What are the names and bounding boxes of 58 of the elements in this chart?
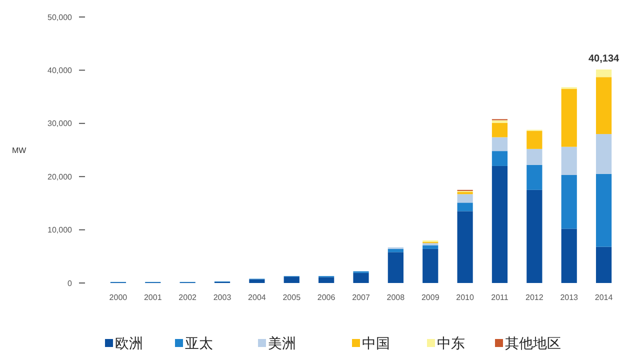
bar (561, 146, 577, 176)
bar (284, 276, 300, 283)
bar (353, 272, 369, 283)
x-tick-label: 2014 (594, 292, 614, 302)
bar (422, 248, 438, 283)
bar (596, 246, 612, 283)
x-tick-label: 2007 (352, 292, 370, 302)
bar (561, 175, 577, 229)
x-tick-label: 2000 (109, 292, 128, 302)
y-axis-title: MW (12, 146, 27, 155)
x-tick-label: 2008 (386, 292, 406, 302)
bar (388, 248, 404, 252)
y-tick-label: 40,000 (48, 66, 73, 75)
bar (596, 69, 612, 78)
bar (388, 252, 404, 283)
x-tick-label: 2013 (560, 292, 579, 302)
legend-label: 欧洲 (115, 334, 143, 351)
x-tick-label: 2006 (317, 292, 336, 302)
bar (596, 134, 612, 174)
bar (561, 88, 577, 147)
bar (457, 211, 473, 283)
y-tick-label: 30,000 (48, 119, 73, 128)
legend-label: 其他地区 (505, 334, 561, 351)
bar (492, 166, 508, 283)
x-tick-label: 2001 (144, 292, 162, 302)
bar (526, 148, 542, 165)
x-tick-label: 2004 (248, 292, 266, 302)
bar (526, 164, 542, 190)
total-label: 40,134 (588, 53, 620, 64)
bar (596, 174, 612, 247)
bar (526, 130, 542, 149)
legend-label: 中国 (362, 334, 390, 351)
bar (492, 151, 508, 166)
y-tick-label: 10,000 (48, 226, 73, 235)
bar (457, 194, 473, 203)
legend-label: 中东 (437, 334, 465, 351)
bar (249, 279, 265, 283)
legend-label: 美洲 (268, 334, 296, 351)
x-tick-label: 2005 (282, 292, 302, 302)
bar (492, 120, 508, 123)
bar (561, 228, 577, 283)
bar (457, 202, 473, 212)
bar (526, 190, 542, 283)
bar (492, 137, 508, 152)
bar (318, 277, 334, 283)
y-tick-label: 50,000 (48, 12, 73, 22)
bar (422, 245, 438, 249)
x-tick-label: 2009 (421, 292, 440, 302)
bar (492, 122, 508, 138)
x-tick-label: 2011 (491, 292, 509, 302)
y-tick-label: 20,000 (48, 172, 73, 182)
legend-label: 亚太 (185, 334, 213, 351)
x-tick-label: 2010 (456, 292, 474, 302)
x-tick-label: 2012 (526, 292, 544, 302)
y-tick-label: 0 (68, 278, 73, 288)
bar (596, 77, 612, 134)
x-tick-label: 2002 (178, 292, 198, 302)
x-tick-label: 2003 (213, 292, 232, 302)
